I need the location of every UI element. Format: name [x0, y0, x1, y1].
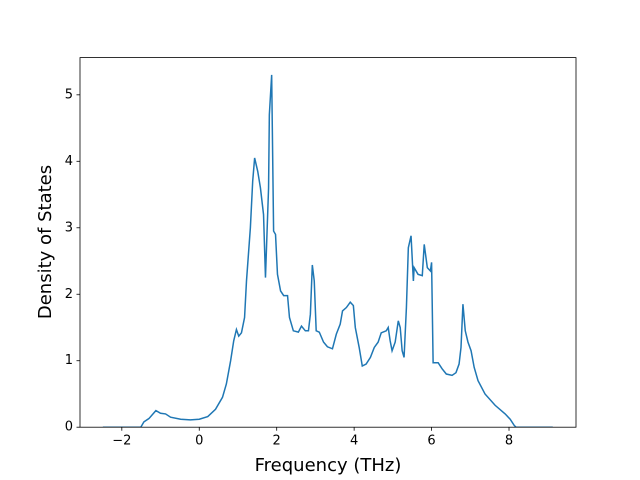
- x-tick-label: 6: [427, 434, 435, 449]
- x-tick-label: 2: [273, 434, 281, 449]
- x-tick-label: −2: [112, 434, 131, 449]
- y-axis-label: Density of States: [35, 165, 56, 319]
- y-tick-label: 4: [65, 154, 73, 169]
- x-tick-label: 8: [505, 434, 513, 449]
- x-tick-label: 4: [350, 434, 358, 449]
- y-tick-label: 2: [65, 287, 73, 302]
- y-tick-label: 5: [65, 87, 73, 102]
- x-tick-label: 0: [195, 434, 203, 449]
- plot-frame: [79, 57, 577, 428]
- x-axis-label: Frequency (THz): [255, 455, 402, 476]
- data-line: [102, 74, 553, 428]
- y-tick-label: 1: [65, 353, 73, 368]
- y-tick-label: 0: [65, 420, 73, 435]
- y-tick-label: 3: [65, 220, 73, 235]
